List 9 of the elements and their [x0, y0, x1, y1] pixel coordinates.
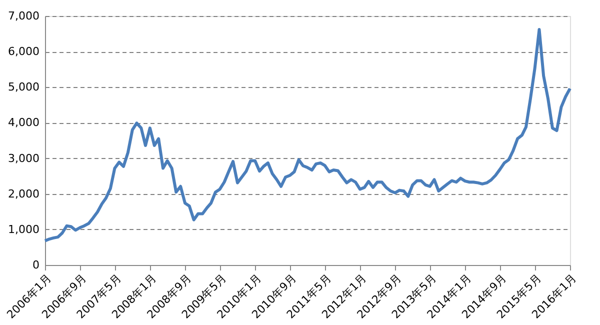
y-tick-label: 2,000	[8, 187, 40, 200]
y-tick-label: 3,000	[8, 152, 40, 165]
y-tick-label: 4,000	[8, 116, 40, 130]
line-series	[44, 28, 572, 242]
y-tick-label: 0	[32, 258, 40, 272]
y-tick-label: 7,000	[8, 10, 40, 22]
y-tick-label: 6,000	[8, 45, 40, 58]
y-tick-label: 1,000	[8, 222, 40, 236]
y-tick-label: 5,000	[8, 80, 40, 94]
